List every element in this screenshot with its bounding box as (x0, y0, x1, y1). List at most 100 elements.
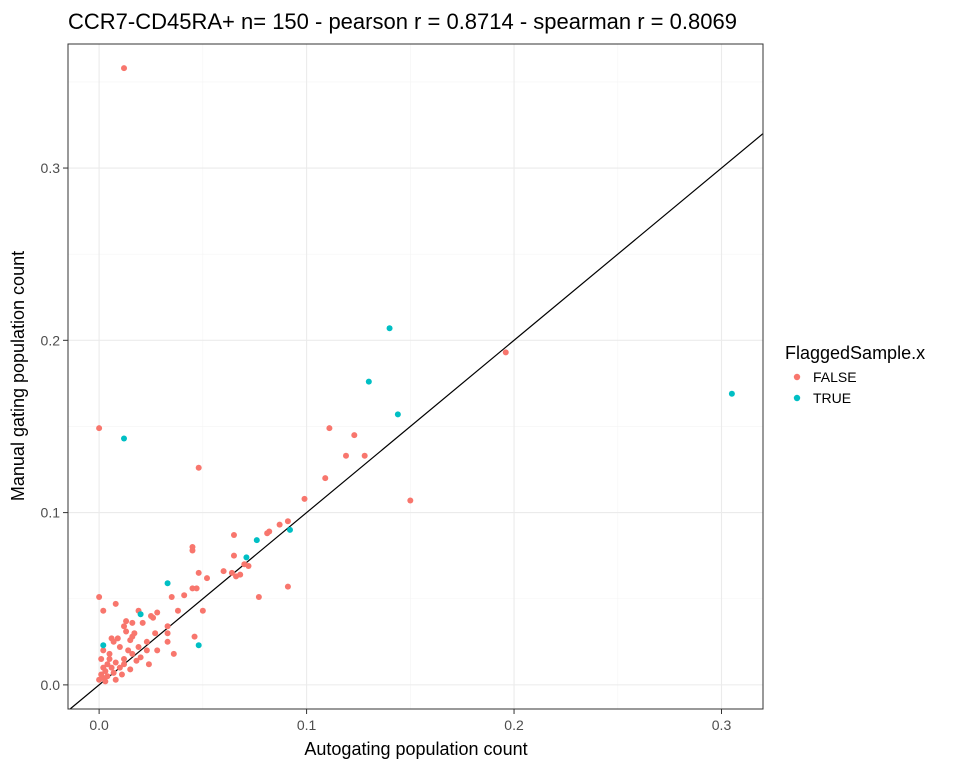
point-true (121, 435, 128, 442)
panel-border (67, 43, 764, 710)
point-true (164, 580, 171, 587)
point-false (189, 585, 196, 592)
point-false (255, 594, 262, 601)
point-true (394, 411, 401, 418)
point-true (243, 554, 250, 561)
panel-background (68, 44, 763, 709)
grid-lines (68, 44, 763, 709)
point-false (284, 583, 291, 590)
legend-title: FlaggedSample.x (785, 343, 925, 363)
point-false (143, 647, 150, 654)
point-false (108, 664, 115, 671)
point-false (129, 619, 136, 626)
data-points (96, 65, 735, 685)
point-false (152, 630, 159, 637)
point-false (139, 619, 146, 626)
point-false (193, 585, 200, 592)
legend-label-true: TRUE (813, 390, 851, 406)
x-tick-label: 0.3 (712, 717, 732, 733)
point-false (230, 531, 237, 538)
point-false (164, 638, 171, 645)
point-false (154, 647, 161, 654)
point-false (343, 452, 349, 459)
y-tick-label: 0.2 (41, 332, 61, 348)
point-true (253, 537, 260, 544)
reference-line (69, 133, 764, 710)
point-false (245, 563, 252, 570)
point-false (284, 518, 291, 525)
point-false (104, 661, 111, 668)
point-false (121, 661, 128, 668)
legend: FlaggedSample.x FALSE TRUE (785, 343, 925, 406)
point-true (286, 526, 293, 533)
point-true (137, 611, 144, 618)
point-false (168, 594, 175, 601)
point-false (102, 668, 109, 675)
point-true (365, 378, 372, 385)
point-false (407, 497, 414, 504)
y-axis: 0.0 0.1 0.2 0.3 (41, 160, 68, 693)
point-false (100, 607, 107, 614)
point-false (102, 678, 109, 685)
legend-key-false (793, 373, 801, 381)
point-false (181, 592, 188, 599)
point-false (276, 521, 283, 528)
point-false (351, 432, 358, 439)
point-false (199, 607, 206, 614)
point-false (96, 594, 103, 601)
point-false (189, 547, 196, 554)
point-false (135, 643, 142, 650)
point-false (110, 669, 117, 676)
point-false (110, 638, 117, 645)
point-false (133, 657, 140, 664)
point-false (174, 607, 181, 614)
point-false (204, 575, 210, 582)
point-false (114, 635, 121, 642)
point-false (112, 676, 119, 683)
legend-key-true (793, 394, 801, 402)
point-false (123, 628, 130, 635)
point-false (154, 609, 161, 616)
point-false (116, 643, 123, 650)
point-false (116, 664, 123, 671)
point-false (100, 647, 107, 654)
point-false (104, 673, 111, 680)
point-false (233, 573, 240, 580)
y-axis-title: Manual gating population count (8, 251, 28, 501)
point-false (301, 495, 308, 502)
point-false (106, 650, 113, 657)
point-false (121, 656, 128, 663)
point-false (98, 656, 105, 663)
x-axis-title: Autogating population count (304, 739, 527, 759)
point-false (191, 633, 198, 640)
point-false (326, 425, 333, 432)
point-false (164, 630, 171, 637)
point-false (121, 623, 128, 630)
point-false (195, 464, 202, 471)
point-true (195, 642, 202, 649)
point-false (123, 618, 130, 625)
point-false (96, 425, 103, 432)
plot-panel (67, 43, 764, 710)
point-false (195, 569, 202, 576)
point-true (728, 390, 735, 397)
x-tick-label: 0.2 (504, 717, 524, 733)
point-false (112, 659, 119, 666)
legend-label-false: FALSE (813, 369, 857, 385)
chart-title: CCR7-CD45RA+ n= 150 - pearson r = 0.8714… (68, 9, 737, 34)
point-false (127, 666, 134, 673)
point-false (143, 638, 150, 645)
y-tick-label: 0.3 (41, 160, 61, 176)
point-false (106, 656, 113, 663)
point-false (502, 349, 509, 356)
y-tick-label: 0.1 (41, 505, 61, 521)
point-false (322, 475, 329, 482)
point-false (164, 623, 171, 630)
point-false (228, 569, 235, 576)
point-false (96, 676, 103, 683)
point-false (127, 637, 134, 644)
point-true (100, 642, 107, 649)
point-false (125, 647, 132, 654)
point-false (145, 661, 152, 668)
